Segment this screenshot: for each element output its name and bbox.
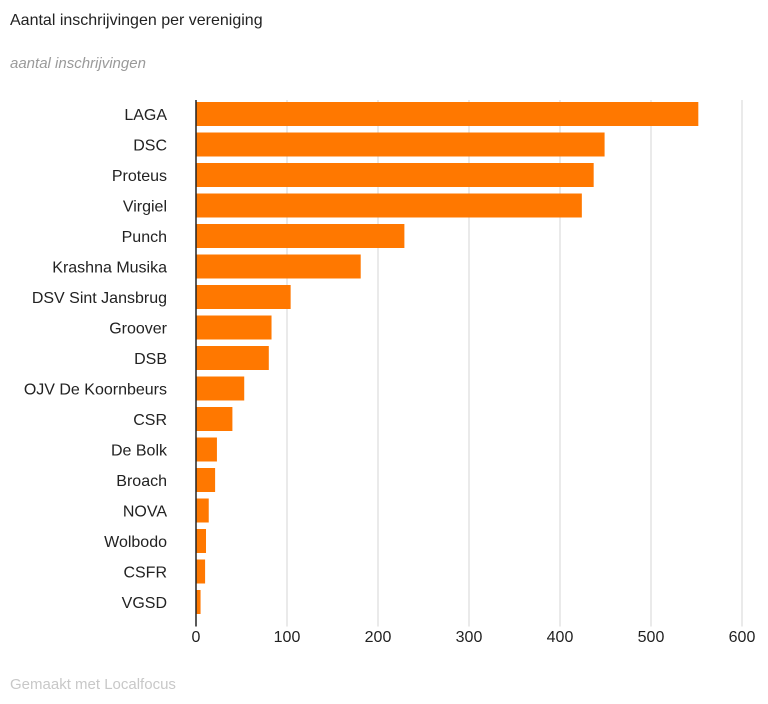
bar[interactable] xyxy=(196,376,245,401)
category-label: CSFR xyxy=(123,565,167,582)
tick-labels: 0 100 200 300 400 500 600 xyxy=(192,629,756,646)
bar[interactable] xyxy=(196,224,405,248)
category-label: De Bolk xyxy=(111,443,168,460)
bar[interactable] xyxy=(196,315,272,340)
bar[interactable] xyxy=(196,193,582,218)
bar[interactable] xyxy=(196,254,361,279)
category-labels: LAGA DSC Proteus Virgiel Punch Krashna Musika… xyxy=(24,107,168,612)
bar[interactable] xyxy=(196,498,209,523)
chart-title: Aantal inschrijvingen per vereniging xyxy=(10,12,263,29)
bar[interactable] xyxy=(196,163,594,187)
bar[interactable] xyxy=(196,407,233,431)
category-label: Wolbodo xyxy=(104,534,167,551)
category-label: CSR xyxy=(133,412,167,429)
x-tick-label: 600 xyxy=(729,629,756,646)
bar[interactable] xyxy=(196,102,699,126)
bars xyxy=(196,102,699,614)
x-tick-label: 100 xyxy=(274,629,301,646)
bar[interactable] xyxy=(196,346,269,370)
x-tick-label: 200 xyxy=(365,629,392,646)
bar[interactable] xyxy=(196,285,291,309)
category-label: DSB xyxy=(134,351,167,368)
category-label: Virgiel xyxy=(123,199,167,216)
category-label: OJV De Koornbeurs xyxy=(24,382,167,399)
chart-subtitle: aantal inschrijvingen xyxy=(10,55,146,72)
x-tick-label: 0 xyxy=(192,629,201,646)
bar[interactable] xyxy=(196,529,207,553)
bar[interactable] xyxy=(196,132,605,157)
bar[interactable] xyxy=(196,590,201,614)
category-label: Proteus xyxy=(112,168,167,185)
category-label: Groover xyxy=(109,321,167,338)
category-label: Broach xyxy=(116,473,167,490)
x-tick-label: 500 xyxy=(638,629,665,646)
credit-text[interactable]: Gemaakt met Localfocus xyxy=(10,676,176,693)
category-label: Krashna Musika xyxy=(52,260,167,277)
category-label: LAGA xyxy=(124,107,167,124)
bar[interactable] xyxy=(196,437,217,462)
x-tick-label: 300 xyxy=(456,629,483,646)
category-label: VGSD xyxy=(122,595,167,612)
category-label: DSV Sint Jansbrug xyxy=(32,290,167,307)
category-label: DSC xyxy=(133,138,167,155)
bar[interactable] xyxy=(196,468,216,492)
grid-lines xyxy=(286,100,743,627)
category-label: Punch xyxy=(122,229,167,246)
bar[interactable] xyxy=(196,559,206,584)
x-tick-label: 400 xyxy=(547,629,574,646)
category-label: NOVA xyxy=(123,504,167,521)
